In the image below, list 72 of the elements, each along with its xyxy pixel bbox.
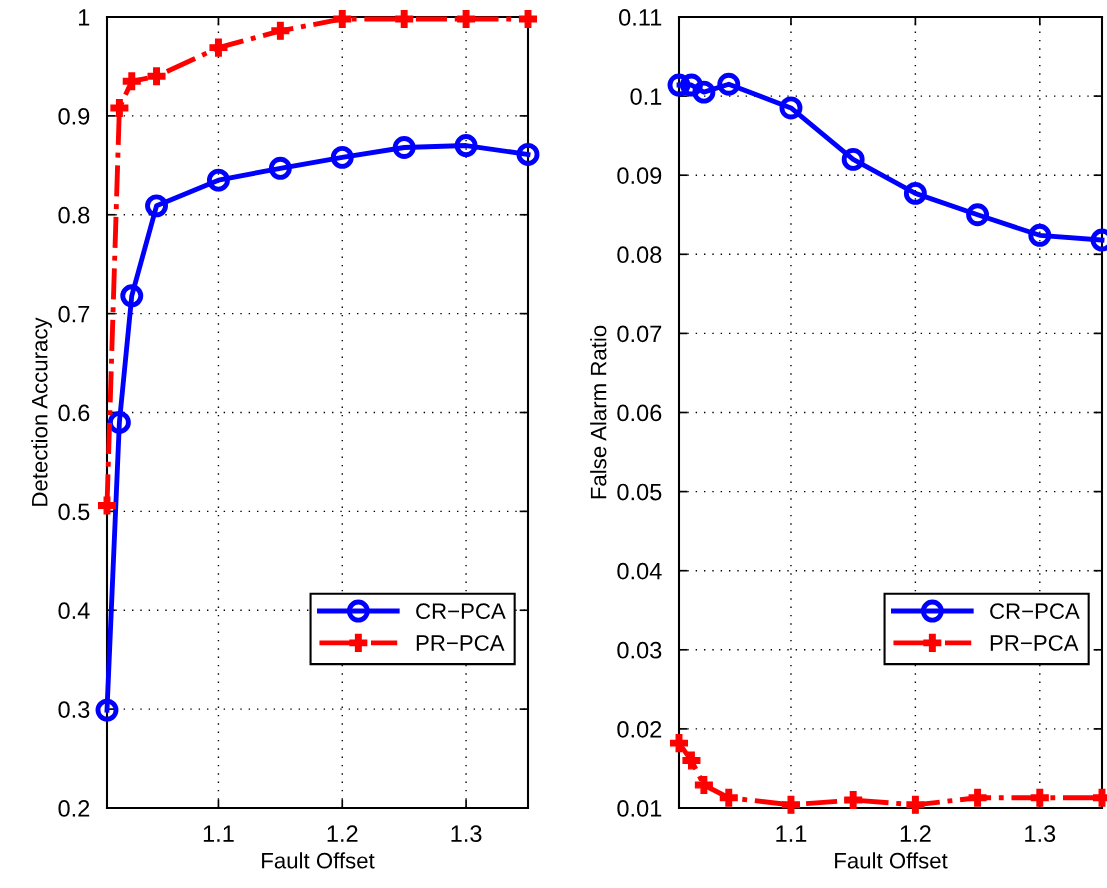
x-tick-label: 1.2	[327, 825, 358, 842]
y-tick-label: 0.8	[58, 206, 90, 224]
x-axis-title: Fault Offset	[835, 852, 948, 869]
point	[719, 788, 738, 807]
point	[679, 73, 703, 97]
point	[110, 98, 129, 117]
point	[454, 134, 478, 157]
x-axis-title: Fault Offset	[262, 852, 375, 869]
y-tick-label: 0.08	[617, 246, 662, 264]
y-tick-label: 0.02	[617, 720, 662, 738]
y-tick-label: 0.07	[617, 325, 662, 343]
y-axis-title: Detection Accuracy	[31, 317, 52, 506]
y-tick-label: 0.2	[58, 800, 90, 817]
y-tick-label: 0.04	[617, 562, 662, 580]
point	[968, 788, 987, 807]
point	[97, 496, 117, 515]
point	[122, 72, 141, 91]
point	[841, 147, 865, 171]
x-tick-label: 1.1	[203, 825, 234, 842]
legend-label: CR−PCA	[416, 603, 506, 620]
point	[209, 38, 228, 57]
legend-label: CR−PCA	[990, 603, 1080, 620]
point	[667, 73, 691, 97]
point	[694, 776, 713, 795]
y-tick-label: 0.11	[619, 9, 662, 26]
y-tick-label: 0.05	[617, 483, 662, 501]
point	[206, 168, 230, 192]
x-tick-label: 1.3	[1025, 825, 1056, 843]
point	[906, 795, 925, 814]
y-tick-label: 0.9	[58, 107, 90, 125]
y-tick-label: 0.7	[58, 305, 90, 323]
point	[107, 410, 131, 434]
y-tick-label: 0.5	[58, 503, 90, 521]
point	[1028, 223, 1052, 247]
point	[781, 795, 800, 814]
point	[271, 21, 290, 40]
point	[268, 156, 292, 180]
point	[392, 136, 416, 159]
point	[682, 751, 701, 770]
point	[669, 734, 689, 753]
y-tick-label: 0.6	[58, 404, 90, 422]
point	[95, 698, 119, 722]
point	[120, 284, 144, 308]
legend-label: PR−PCA	[416, 635, 505, 651]
point	[717, 72, 741, 96]
y-axis-title: False Alarm Ratio	[590, 325, 607, 499]
x-tick-label: 1.1	[776, 825, 807, 842]
point	[966, 203, 990, 227]
y-tick-label: 0.01	[617, 800, 662, 817]
point	[1030, 788, 1049, 807]
point	[516, 142, 540, 166]
point	[779, 96, 803, 120]
y-tick-label: 0.09	[617, 167, 662, 184]
point	[518, 9, 538, 29]
y-tick-label: 0.4	[58, 602, 90, 620]
point	[147, 67, 166, 86]
y-tick-label: 0.3	[58, 701, 90, 718]
point	[145, 194, 168, 218]
point	[333, 9, 352, 29]
x-tick-label: 1.2	[900, 825, 931, 842]
x-tick-label: 1.3	[451, 825, 482, 843]
y-tick-label: 0.06	[617, 404, 662, 422]
legend-label: PR−PCA	[990, 635, 1079, 651]
point	[903, 181, 927, 205]
y-tick-label: 0.1	[630, 88, 662, 105]
point	[457, 9, 476, 29]
point	[330, 145, 354, 169]
point	[395, 9, 414, 29]
y-tick-label: 1	[79, 9, 90, 26]
point	[692, 80, 716, 104]
y-tick-label: 0.03	[617, 641, 662, 659]
point	[844, 791, 863, 810]
